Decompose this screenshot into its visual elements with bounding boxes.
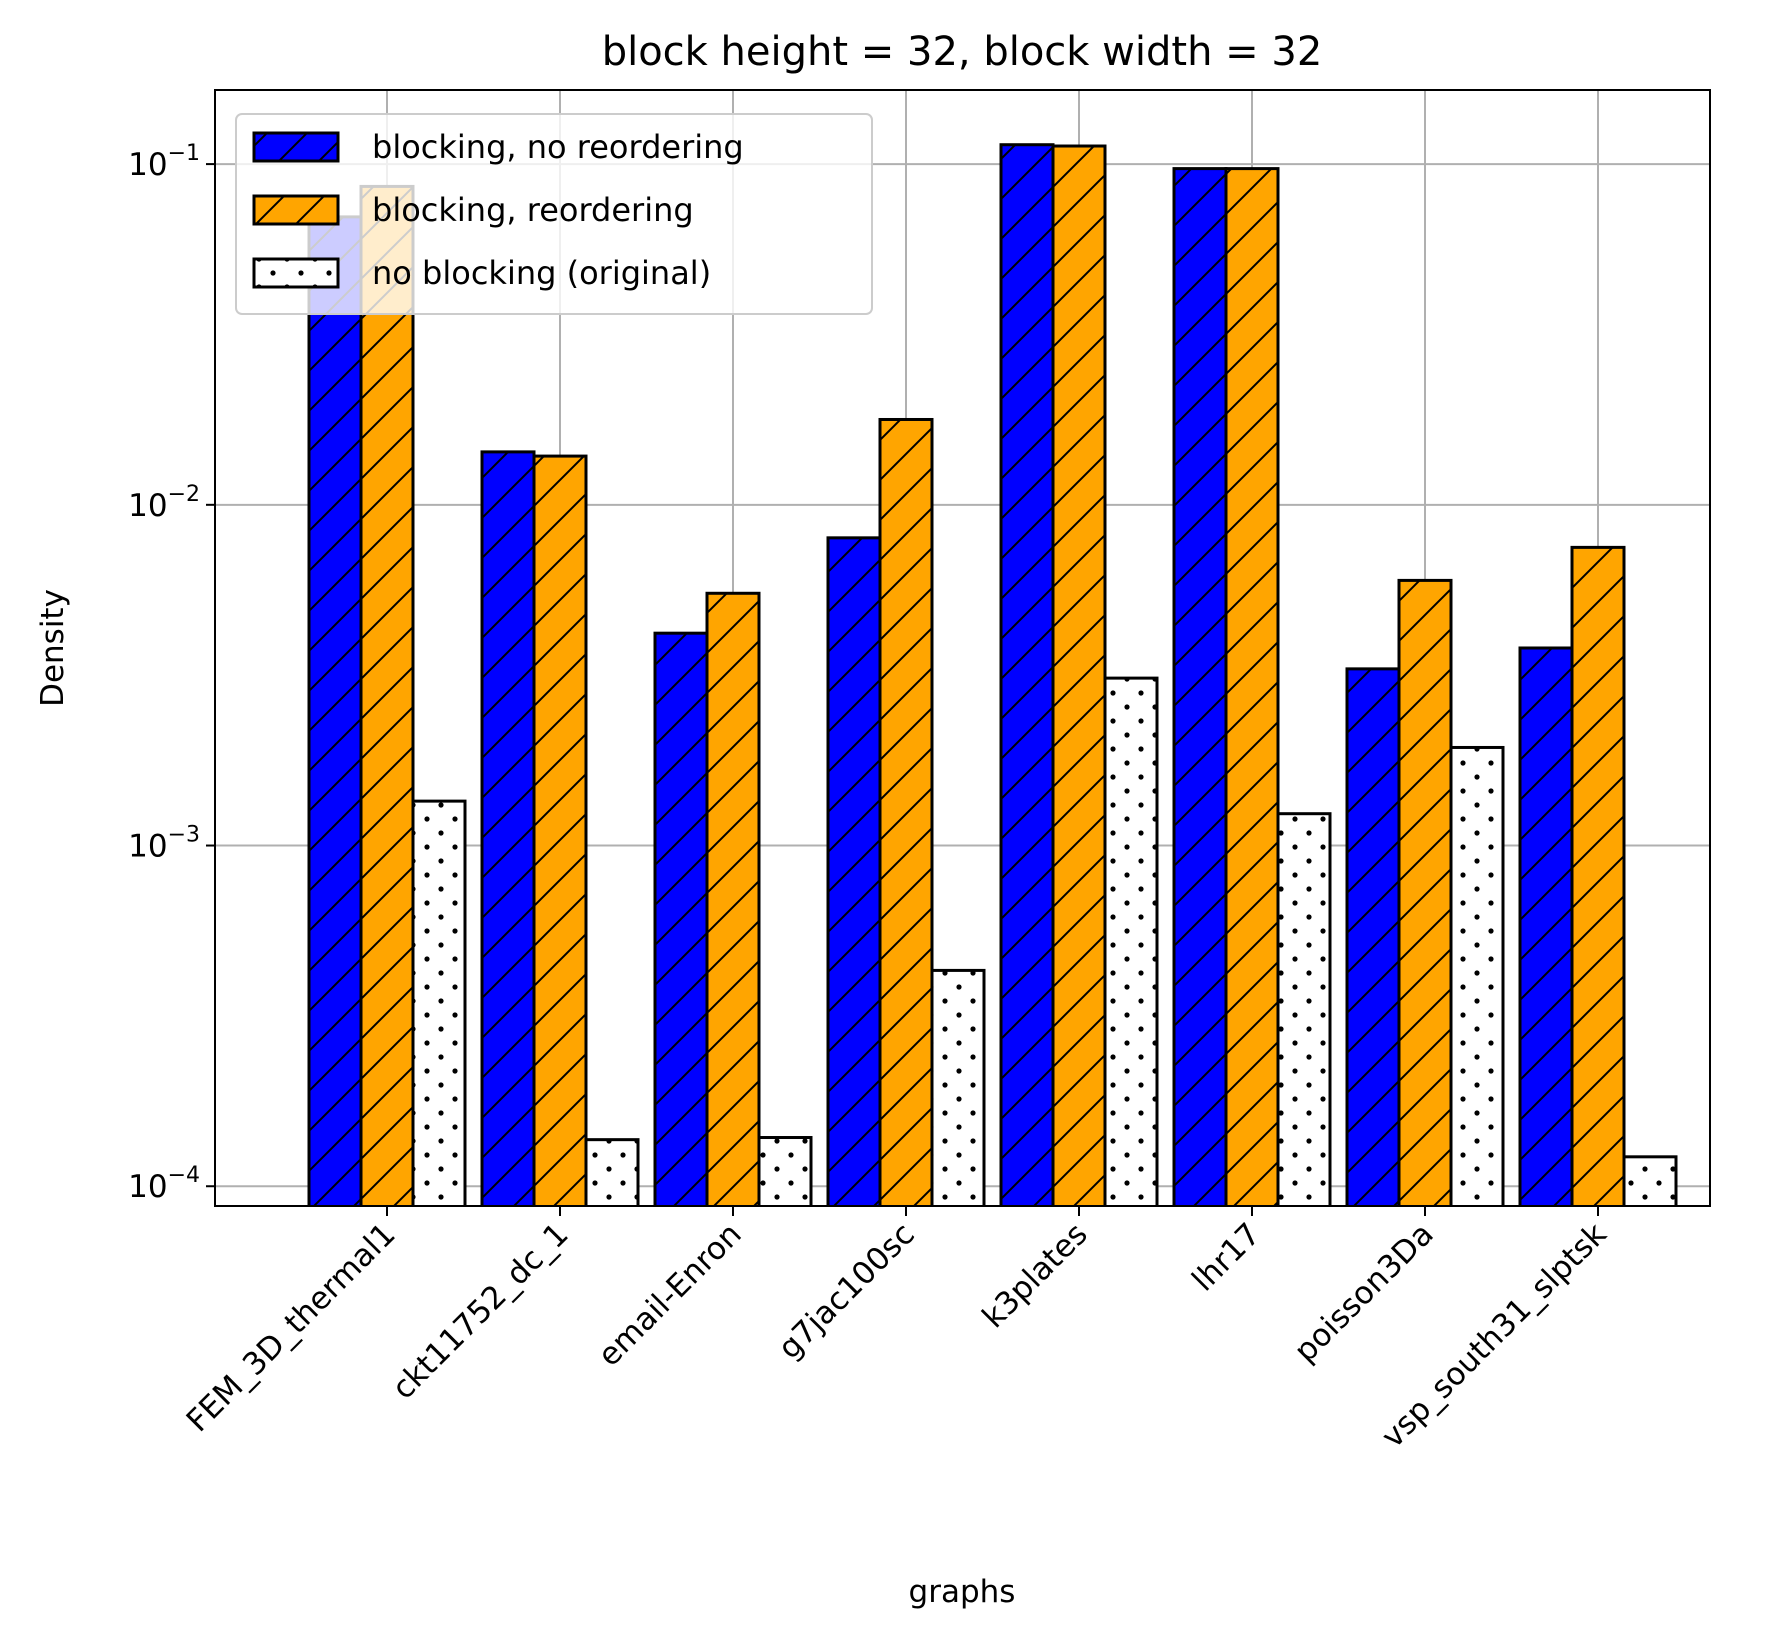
x-tick-label: lhr17 bbox=[1185, 1216, 1267, 1298]
bar-pattern bbox=[878, 417, 934, 1206]
bar bbox=[480, 450, 536, 1206]
bar bbox=[653, 631, 709, 1206]
bar-pattern bbox=[1276, 812, 1332, 1206]
x-tick-label: k3plates bbox=[976, 1216, 1095, 1335]
bar bbox=[584, 1138, 640, 1206]
bar-pattern bbox=[1570, 545, 1626, 1206]
bar-pattern bbox=[999, 143, 1055, 1206]
x-tick-label: FEM_3D_thermal1 bbox=[180, 1216, 403, 1439]
x-tick-label: ckt11752_dc_1 bbox=[385, 1216, 575, 1406]
bar bbox=[359, 184, 415, 1206]
bar-pattern bbox=[532, 454, 588, 1206]
bar-pattern bbox=[826, 536, 882, 1206]
bar bbox=[1172, 167, 1228, 1206]
y-tick-label: 10−1 bbox=[128, 141, 200, 183]
bar-pattern bbox=[1224, 167, 1280, 1206]
bar bbox=[1276, 812, 1332, 1206]
x-tick-label: email-Enron bbox=[591, 1216, 748, 1373]
bar-pattern bbox=[930, 968, 986, 1206]
x-tick-label: g7jac100sc bbox=[771, 1216, 921, 1366]
bar bbox=[1345, 667, 1401, 1206]
legend-box bbox=[235, 113, 873, 315]
bar bbox=[532, 454, 588, 1206]
bar bbox=[411, 799, 467, 1206]
bar bbox=[826, 536, 882, 1206]
bar bbox=[1103, 676, 1159, 1206]
bar bbox=[307, 215, 363, 1206]
legend: blocking, no reordering blocking, reorder… bbox=[235, 113, 873, 315]
bar-pattern bbox=[307, 215, 363, 1206]
bar-pattern bbox=[705, 591, 761, 1206]
bar bbox=[878, 417, 934, 1206]
y-axis-ticks: 10−1 10−2 10−3 10−4 bbox=[128, 141, 215, 1205]
legend-item: blocking, no reordering bbox=[252, 128, 744, 166]
bar-pattern bbox=[411, 799, 467, 1206]
bar-pattern bbox=[1103, 676, 1159, 1206]
legend-swatch-pattern bbox=[252, 257, 340, 289]
bar bbox=[1518, 646, 1574, 1206]
y-tick-label: 10−2 bbox=[128, 482, 200, 524]
y-tick-label: 10−4 bbox=[128, 1163, 200, 1205]
y-axis-label: Density bbox=[35, 589, 71, 707]
legend-label: blocking, reordering bbox=[372, 191, 694, 229]
x-tick-label: poisson3Da bbox=[1287, 1216, 1440, 1369]
bar-pattern bbox=[1449, 745, 1505, 1206]
bar-pattern bbox=[653, 631, 709, 1206]
legend-swatch-pattern bbox=[252, 194, 340, 226]
bar-pattern bbox=[480, 450, 536, 1206]
bar bbox=[1397, 578, 1453, 1206]
legend-swatch-pattern bbox=[252, 131, 340, 163]
bar bbox=[1051, 144, 1107, 1206]
y-tick-label: 10−3 bbox=[128, 823, 200, 865]
bar-pattern bbox=[1345, 667, 1401, 1206]
bar bbox=[757, 1136, 813, 1206]
legend-item: blocking, reordering bbox=[252, 191, 694, 229]
chart-title: block height = 32, block width = 32 bbox=[602, 29, 1323, 75]
legend-label: no blocking (original) bbox=[372, 254, 711, 292]
x-axis-label: graphs bbox=[909, 1574, 1016, 1610]
plot-frame bbox=[214, 89, 1711, 1207]
bars bbox=[307, 143, 1678, 1206]
bar bbox=[1622, 1155, 1678, 1206]
bar-pattern bbox=[757, 1136, 813, 1206]
legend-label: blocking, no reordering bbox=[372, 128, 744, 166]
bar-pattern bbox=[1051, 144, 1107, 1206]
bar bbox=[1449, 745, 1505, 1206]
bar bbox=[999, 143, 1055, 1206]
bar bbox=[1224, 167, 1280, 1206]
bar-pattern bbox=[1172, 167, 1228, 1206]
bar bbox=[1570, 545, 1626, 1206]
bar bbox=[705, 591, 761, 1206]
bar-pattern bbox=[1622, 1155, 1678, 1206]
bar-pattern bbox=[584, 1138, 640, 1206]
bar bbox=[930, 968, 986, 1206]
bar-pattern bbox=[359, 184, 415, 1206]
bar-pattern bbox=[1397, 578, 1453, 1206]
legend-item: no blocking (original) bbox=[252, 254, 711, 292]
bar-pattern bbox=[1518, 646, 1574, 1206]
